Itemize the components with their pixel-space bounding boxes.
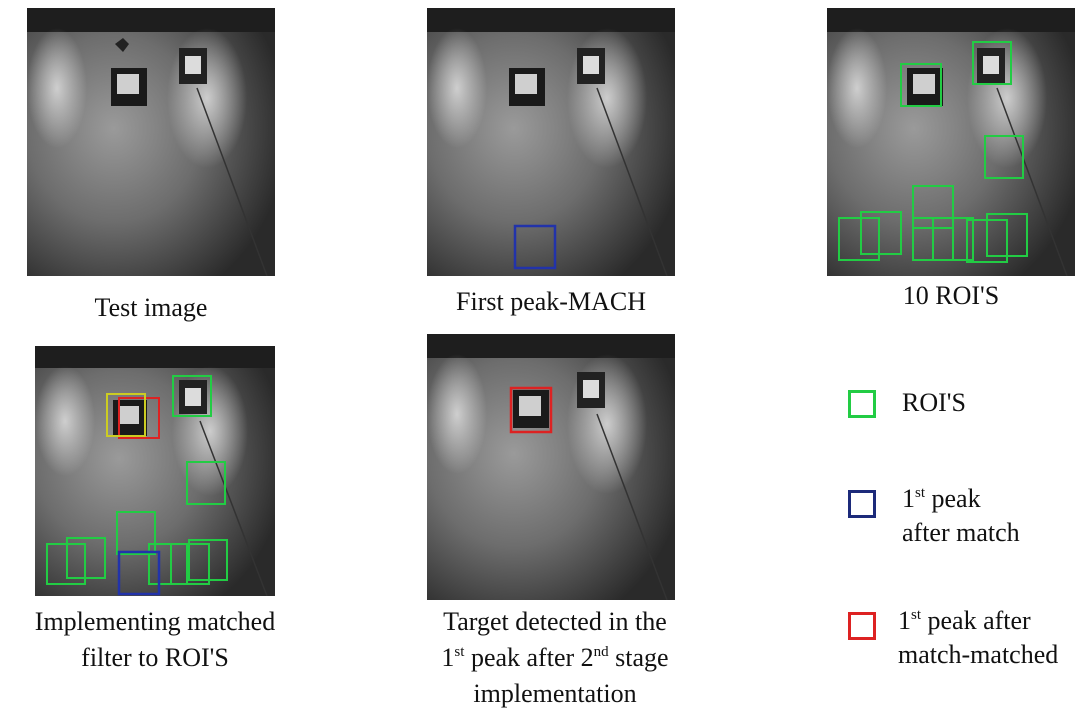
legend-label-line: after match	[902, 518, 1020, 547]
roi-boxes	[46, 375, 228, 585]
overlap-box	[106, 393, 146, 437]
legend-label-roi: ROI'S	[902, 386, 966, 420]
caption-test-image: Test image	[27, 290, 275, 326]
matched-box	[118, 397, 160, 439]
roi-box	[172, 375, 212, 417]
legend-swatch-first-peak	[848, 490, 876, 518]
target-detected-panel	[427, 334, 675, 600]
roi-box	[972, 41, 1012, 85]
roi-box	[186, 461, 226, 505]
roi-box	[984, 135, 1024, 179]
caption-line: filter to ROI'S	[81, 643, 229, 672]
roi-box	[900, 63, 942, 107]
caption-line: 10 ROI'S	[902, 281, 1000, 310]
caption-first-peak: First peak-MACH	[427, 284, 675, 320]
legend-label-matched: 1st peak after match-matched	[898, 604, 1058, 672]
caption-line: First peak-MACH	[456, 287, 646, 316]
caption-line: implementation	[473, 679, 637, 708]
legend-label-line: 1st peak after	[898, 606, 1031, 635]
legend-label-first-peak: 1st peak after match	[902, 482, 1020, 550]
first-peak-box	[513, 224, 557, 270]
caption-line: Test image	[94, 293, 208, 322]
roi-box	[986, 213, 1028, 257]
first-peak-panel	[427, 8, 675, 276]
caption-target-detected: Target detected in the 1st peak after 2n…	[400, 604, 710, 712]
caption-line: Target detected in the	[443, 607, 667, 636]
matched-filter-panel	[35, 346, 275, 596]
caption-line: Implementing matched	[34, 607, 276, 636]
roi-box	[860, 211, 902, 255]
roi-box	[932, 217, 974, 261]
roi-box	[148, 543, 188, 585]
test-image-panel	[27, 8, 275, 276]
roi-box	[188, 539, 228, 581]
roi-box	[66, 537, 106, 579]
legend-label-line: 1st peak	[902, 484, 981, 513]
caption-line-sup: 1st peak after 2nd stage	[441, 643, 669, 672]
roi-box	[116, 511, 156, 555]
ten-rois-image	[827, 8, 1075, 276]
legend-label-line: ROI'S	[902, 388, 966, 417]
ten-rois-panel	[827, 8, 1075, 276]
caption-matched-filter: Implementing matched filter to ROI'S	[0, 604, 310, 676]
detected-box	[509, 386, 553, 434]
roi-box	[838, 217, 880, 261]
roi-boxes	[838, 41, 1028, 263]
legend-swatch-roi	[848, 390, 876, 418]
test-image	[27, 8, 275, 276]
legend-swatch-matched	[848, 612, 876, 640]
caption-ten-rois: 10 ROI'S	[827, 278, 1075, 314]
legend-label-line: match-matched	[898, 640, 1059, 669]
first-peak-image	[427, 8, 675, 276]
matched-filter-image	[35, 346, 275, 596]
target-detected-image	[427, 334, 675, 600]
first-peak-box	[117, 550, 161, 596]
